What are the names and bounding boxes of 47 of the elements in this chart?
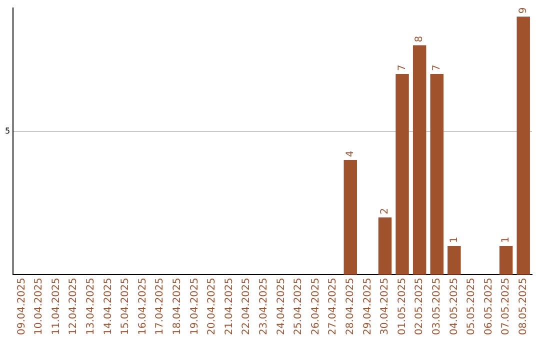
x-tick-label: 30.04.2025 [380,278,391,336]
x-tick-label: 02.05.2025 [414,278,426,336]
x-tick-label: 22.04.2025 [241,278,252,336]
bar [448,246,461,275]
data-label: 9 [518,7,529,14]
bar [430,74,444,275]
x-tick-label: 25.04.2025 [293,278,304,336]
x-tick-label: 13.04.2025 [86,278,97,336]
x-tick-label: 17.04.2025 [154,278,166,336]
data-label: 7 [396,64,408,71]
x-tick-label: 28.04.2025 [344,278,356,336]
x-tick-label: 24.04.2025 [276,278,287,336]
x-tick-label: 05.05.2025 [466,278,478,336]
bar [499,246,513,275]
bar [378,217,392,275]
x-tick-label: 19.04.2025 [189,278,200,336]
x-tick-label: 11.04.2025 [50,278,62,336]
x-tick-label: 03.05.2025 [431,278,442,336]
x-tick-label: 10.04.2025 [34,278,45,336]
x-tick-label: 16.04.2025 [137,278,148,336]
x-tick-label: 07.05.2025 [500,278,512,336]
y-tick-label: 5 [4,126,10,136]
x-tick-label: 08.05.2025 [518,278,529,336]
x-tick-label: 18.04.2025 [172,278,184,336]
x-tick-label: 06.05.2025 [483,278,494,336]
bar [412,45,426,275]
x-tick-label: 26.04.2025 [310,278,322,336]
x-tick-label: 21.04.2025 [224,278,235,336]
bar [516,16,530,275]
x-tick-label: 23.04.2025 [258,278,270,336]
bar [344,160,357,275]
data-label: 7 [431,64,442,71]
data-label: 1 [500,236,512,244]
x-tick-label: 09.04.2025 [16,278,28,336]
data-label: 1 [448,236,460,244]
x-tick-label: 27.04.2025 [328,278,339,336]
x-tick-label: 01.05.2025 [396,278,408,336]
x-tick-label: 04.05.2025 [448,278,460,336]
x-tick-label: 29.04.2025 [362,278,374,336]
data-label: 4 [344,150,356,158]
x-tick-label: 14.04.2025 [102,278,114,336]
bar [396,74,409,275]
x-tick-label: 12.04.2025 [68,278,80,336]
x-tick-label: 15.04.2025 [120,278,132,336]
data-label: 8 [414,36,426,42]
x-tick-label: 20.04.2025 [206,278,218,336]
data-label: 2 [380,208,391,214]
